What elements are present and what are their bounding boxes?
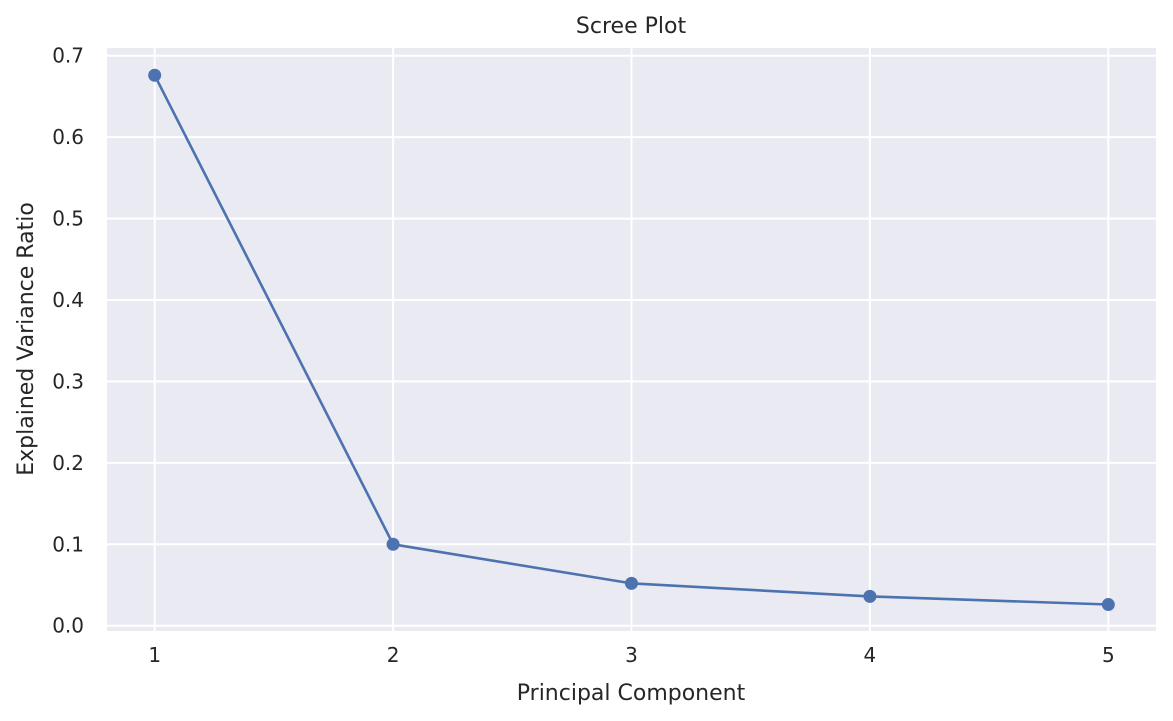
- data-point-marker: [386, 537, 400, 551]
- chart-title: Scree Plot: [576, 14, 687, 39]
- x-tick-label: 2: [387, 643, 400, 667]
- y-tick-label: 0.4: [52, 288, 84, 312]
- y-tick-label: 0.1: [52, 532, 84, 556]
- data-point-marker: [148, 68, 162, 82]
- x-tick-label: 3: [625, 643, 638, 667]
- y-tick-label: 0.7: [52, 44, 84, 68]
- data-point-marker: [863, 589, 877, 603]
- y-tick-label: 0.3: [52, 369, 84, 393]
- tick-labels: 1 2 3 4 5 0.0 0.1 0.2 0.3 0.4 0.5 0.6 0.7: [52, 44, 1114, 667]
- y-tick-label: 0.0: [52, 614, 84, 638]
- x-tick-label: 4: [864, 643, 877, 667]
- y-axis-label: Explained Variance Ratio: [14, 202, 39, 476]
- grid-lines: [107, 48, 1156, 631]
- data-point-marker: [1101, 598, 1115, 612]
- series-layer: [148, 68, 1115, 612]
- y-tick-label: 0.5: [52, 207, 84, 231]
- data-point-marker: [625, 576, 638, 590]
- x-axis-label: Principal Component: [517, 681, 746, 706]
- x-tick-label: 5: [1102, 643, 1115, 667]
- x-tick-label: 1: [148, 643, 161, 667]
- y-tick-label: 0.6: [52, 125, 84, 149]
- y-tick-label: 0.2: [52, 451, 84, 475]
